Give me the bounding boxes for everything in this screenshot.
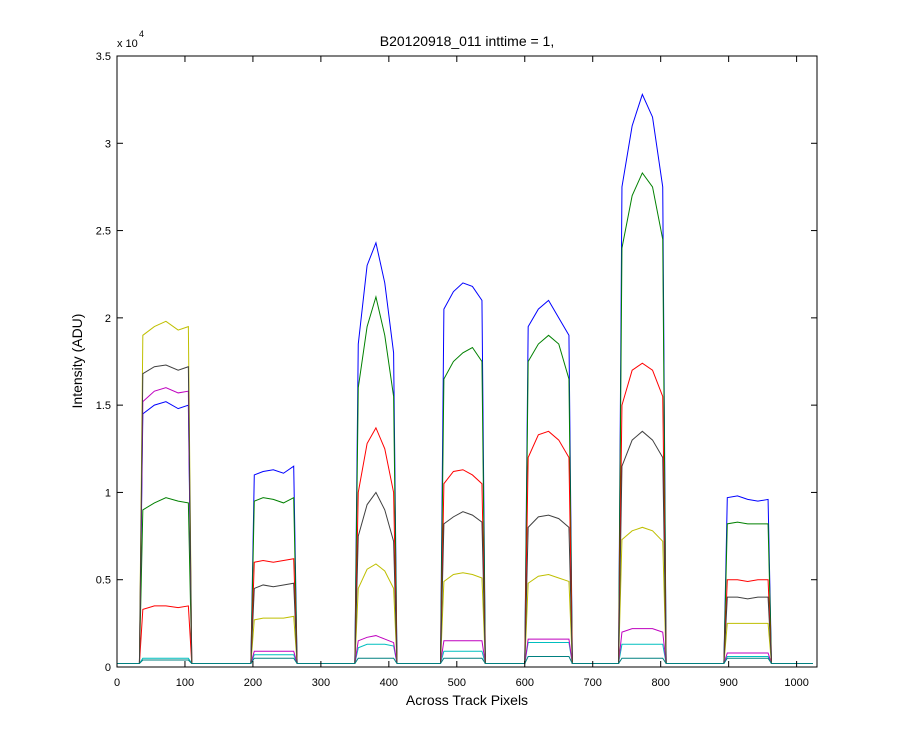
data-line [117, 171, 813, 665]
x-tick-label: 900 [719, 677, 737, 689]
data-line [117, 364, 813, 665]
y-tick-label: 0.5 [96, 575, 111, 587]
x-axis-label: Across Track Pixels [406, 692, 528, 708]
x-tick-label: 800 [652, 677, 670, 689]
axes-box [116, 55, 818, 668]
x-tick-label: 300 [312, 677, 330, 689]
y-multiplier: x 10 [117, 38, 138, 50]
y-tick-label: 3.5 [96, 51, 111, 63]
y-tick-label: 3 [105, 138, 111, 150]
y-tick-label: 0 [105, 662, 111, 674]
y-tick-label: 2.5 [96, 226, 111, 238]
y-axis-label: Intensity (ADU) [69, 314, 85, 409]
x-tick-label: 100 [176, 677, 194, 689]
x-tick-label: 0 [114, 677, 120, 689]
x-tick-label: 700 [584, 677, 602, 689]
x-tick-label: 200 [244, 677, 262, 689]
x-tick-label: 600 [516, 677, 534, 689]
y-tick-label: 1.5 [96, 400, 111, 412]
y-tick-label: 1 [105, 487, 111, 499]
chart-title: B20120918_011 inttime = 1, [380, 33, 555, 49]
x-tick-label: 400 [380, 677, 398, 689]
y-multiplier-exponent: 4 [139, 29, 144, 39]
x-tick-label: 500 [448, 677, 466, 689]
data-line [117, 387, 813, 665]
data-line [117, 656, 813, 665]
x-tick-label: 1000 [784, 677, 808, 689]
y-tick-label: 2 [105, 313, 111, 325]
